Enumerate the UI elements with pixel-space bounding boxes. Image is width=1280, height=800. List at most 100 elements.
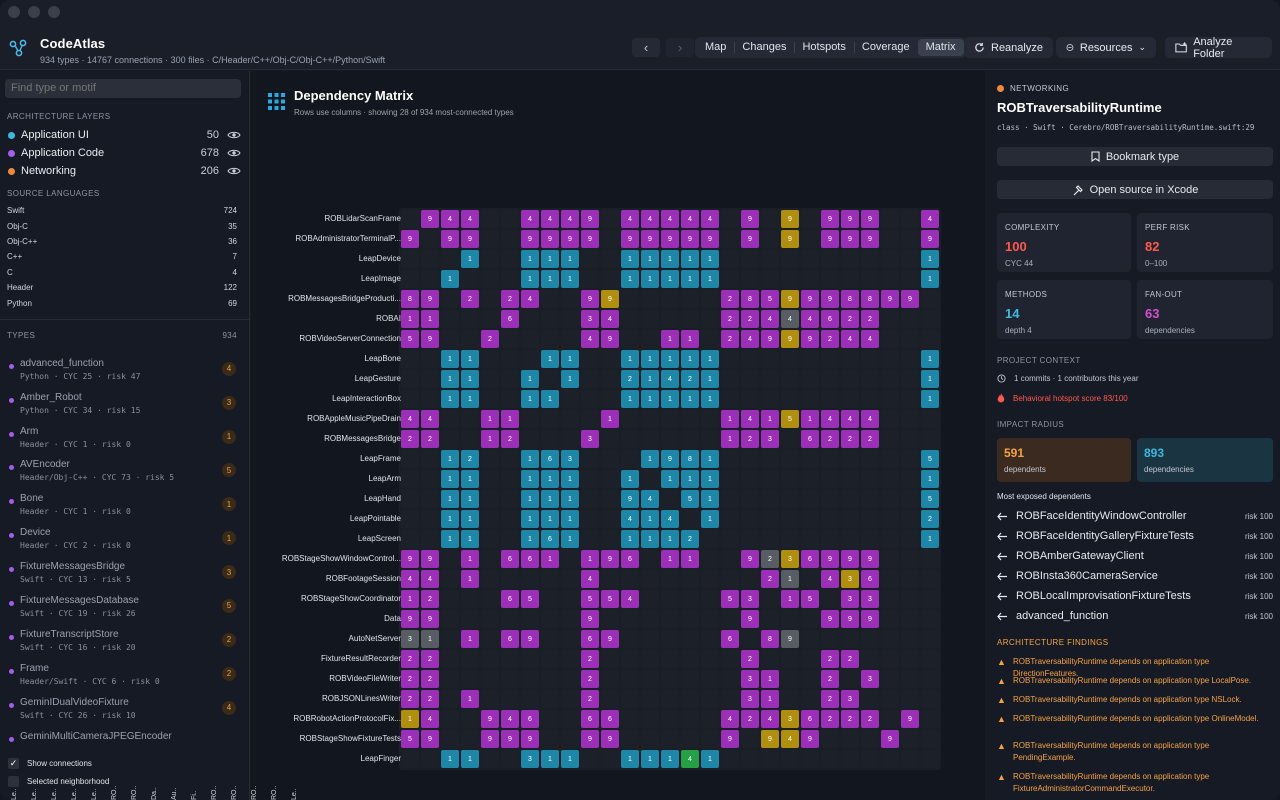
matrix-cell[interactable]: 1 [441, 390, 459, 408]
matrix-cell[interactable] [881, 270, 899, 288]
matrix-cell[interactable] [501, 450, 519, 468]
matrix-cell[interactable] [901, 430, 919, 448]
matrix-cell[interactable] [481, 630, 499, 648]
matrix-cell[interactable] [401, 470, 419, 488]
matrix-cell[interactable]: 3 [581, 430, 599, 448]
matrix-cell[interactable] [441, 690, 459, 708]
matrix-cell[interactable] [441, 650, 459, 668]
matrix-cell[interactable] [881, 650, 899, 668]
matrix-cell[interactable] [861, 350, 879, 368]
matrix-cell[interactable] [781, 690, 799, 708]
matrix-cell[interactable] [581, 510, 599, 528]
matrix-cell[interactable] [841, 630, 859, 648]
matrix-cell[interactable] [921, 670, 939, 688]
matrix-cell[interactable] [821, 590, 839, 608]
matrix-cell[interactable] [641, 430, 659, 448]
matrix-cell[interactable] [921, 290, 939, 308]
matrix-cell[interactable] [801, 490, 819, 508]
matrix-cell[interactable] [441, 430, 459, 448]
matrix-cell[interactable] [841, 390, 859, 408]
matrix-cell[interactable] [461, 590, 479, 608]
matrix-cell[interactable] [421, 470, 439, 488]
matrix-cell[interactable] [481, 610, 499, 628]
eye-icon[interactable] [227, 148, 241, 158]
matrix-cell[interactable]: 9 [781, 230, 799, 248]
matrix-cell[interactable] [641, 330, 659, 348]
matrix-cell[interactable] [661, 310, 679, 328]
matrix-cell[interactable]: 1 [521, 530, 539, 548]
matrix-cell[interactable]: 1 [561, 470, 579, 488]
matrix-cell[interactable]: 1 [721, 430, 739, 448]
matrix-cell[interactable] [801, 350, 819, 368]
matrix-cell[interactable] [621, 690, 639, 708]
zoom-window-button[interactable] [48, 6, 60, 18]
matrix-cell[interactable]: 2 [401, 670, 419, 688]
matrix-cell[interactable]: 9 [861, 230, 879, 248]
row-label[interactable]: Data [384, 614, 401, 623]
matrix-cell[interactable]: 1 [481, 430, 499, 448]
matrix-cell[interactable]: 2 [421, 650, 439, 668]
matrix-cell[interactable]: 1 [661, 750, 679, 768]
matrix-cell[interactable] [481, 550, 499, 568]
matrix-cell[interactable] [401, 510, 419, 528]
matrix-cell[interactable] [681, 510, 699, 528]
matrix-cell[interactable] [921, 410, 939, 428]
matrix-cell[interactable] [921, 730, 939, 748]
matrix-cell[interactable] [781, 370, 799, 388]
matrix-cell[interactable]: 1 [541, 510, 559, 528]
matrix-cell[interactable] [641, 570, 659, 588]
matrix-cell[interactable] [701, 330, 719, 348]
row-label[interactable]: LeapGesture [354, 374, 401, 383]
matrix-cell[interactable] [881, 470, 899, 488]
matrix-cell[interactable]: 2 [421, 430, 439, 448]
exposed-dependent-item[interactable]: ROBLocalImprovisationFixtureTests risk 10… [997, 586, 1273, 606]
matrix-cell[interactable] [701, 290, 719, 308]
matrix-cell[interactable] [781, 670, 799, 688]
row-label[interactable]: FixtureResultRecorder [320, 654, 401, 663]
matrix-cell[interactable] [741, 350, 759, 368]
matrix-cell[interactable] [821, 530, 839, 548]
matrix-cell[interactable]: 9 [721, 730, 739, 748]
matrix-cell[interactable] [821, 250, 839, 268]
matrix-cell[interactable] [501, 250, 519, 268]
matrix-cell[interactable] [701, 430, 719, 448]
row-label[interactable]: LeapDevice [358, 254, 401, 263]
matrix-cell[interactable]: 9 [581, 210, 599, 228]
matrix-cell[interactable]: 1 [681, 270, 699, 288]
matrix-cell[interactable]: 4 [781, 310, 799, 328]
matrix-cell[interactable]: 4 [861, 410, 879, 428]
row-label[interactable]: ROBJSONLinesWriter [322, 694, 401, 703]
matrix-cell[interactable]: 3 [841, 570, 859, 588]
matrix-cell[interactable] [621, 450, 639, 468]
matrix-cell[interactable]: 1 [521, 490, 539, 508]
matrix-cell[interactable] [601, 390, 619, 408]
matrix-cell[interactable] [661, 410, 679, 428]
matrix-cell[interactable]: 2 [821, 330, 839, 348]
matrix-cell[interactable]: 6 [801, 550, 819, 568]
matrix-cell[interactable] [441, 610, 459, 628]
matrix-cell[interactable] [761, 610, 779, 628]
row-label[interactable]: ROBMessagesBridgeProducti... [288, 294, 401, 303]
matrix-cell[interactable]: 1 [681, 250, 699, 268]
matrix-cell[interactable] [881, 490, 899, 508]
matrix-cell[interactable] [601, 510, 619, 528]
matrix-cell[interactable] [621, 630, 639, 648]
matrix-cell[interactable] [421, 350, 439, 368]
matrix-cell[interactable]: 9 [601, 730, 619, 748]
matrix-cell[interactable]: 4 [401, 570, 419, 588]
matrix-cell[interactable] [641, 590, 659, 608]
matrix-cell[interactable]: 1 [781, 590, 799, 608]
tab-coverage[interactable]: Coverage [853, 39, 918, 56]
back-button[interactable]: ‹ [632, 38, 660, 57]
matrix-cell[interactable] [721, 670, 739, 688]
matrix-cell[interactable] [641, 690, 659, 708]
matrix-cell[interactable]: 4 [601, 310, 619, 328]
matrix-cell[interactable]: 6 [801, 710, 819, 728]
matrix-cell[interactable] [721, 490, 739, 508]
matrix-cell[interactable] [401, 270, 419, 288]
matrix-cell[interactable] [801, 530, 819, 548]
row-label[interactable]: LeapArm [368, 474, 401, 483]
matrix-cell[interactable] [481, 490, 499, 508]
matrix-cell[interactable] [921, 650, 939, 668]
matrix-cell[interactable]: 6 [541, 530, 559, 548]
